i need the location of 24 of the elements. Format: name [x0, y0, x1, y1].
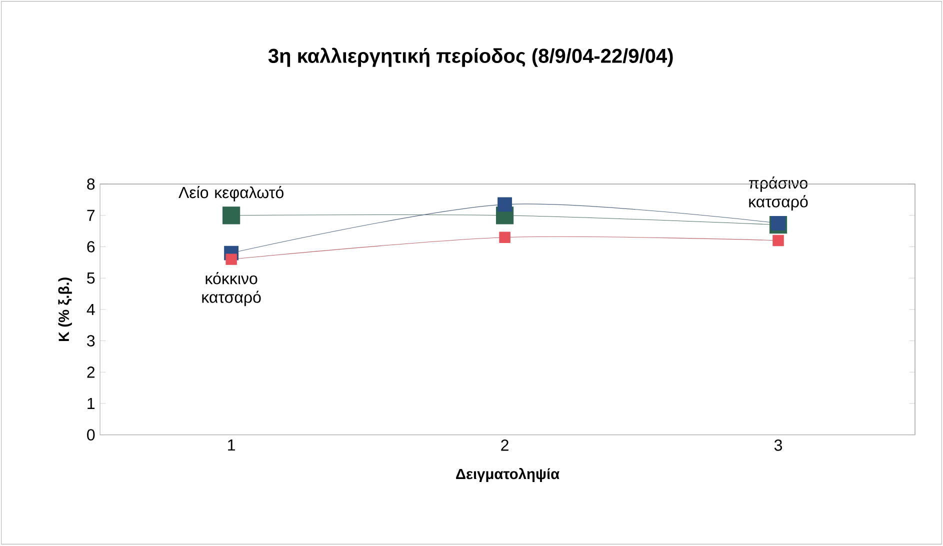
point	[499, 232, 510, 244]
y-tick-label: 0	[87, 429, 95, 441]
point	[772, 235, 784, 246]
y-tick-label: 4	[86, 304, 95, 316]
y-tick-label: 5	[87, 272, 95, 284]
y-axis-title: K (% ξ.β.)	[58, 278, 72, 342]
x-tick-label: 1	[228, 440, 235, 451]
series-label: πράσινο κατσαρό	[749, 176, 808, 211]
point	[226, 254, 237, 266]
y-tick-label: 6	[87, 241, 95, 253]
x-tick-label: 2	[501, 440, 508, 451]
y-tick-label: 8	[87, 178, 95, 190]
y-tick-label: 7	[87, 210, 95, 222]
y-tick-label: 1	[88, 398, 95, 410]
chart-title: 3η καλλιεργητική περίοδος (8/9/04-22/9/04)	[268, 48, 673, 68]
series-label: Λείο κεφαλωτό	[178, 186, 284, 202]
series-label: κόκκινο κατσαρό	[202, 272, 261, 306]
y-tick-label: 2	[87, 366, 95, 378]
y-tick-label: 3	[87, 335, 95, 347]
point	[498, 197, 512, 212]
x-tick-label: 3	[774, 440, 782, 452]
x-axis-title: Δειγματοληψία	[456, 468, 560, 482]
point	[771, 216, 786, 231]
point	[222, 206, 240, 224]
